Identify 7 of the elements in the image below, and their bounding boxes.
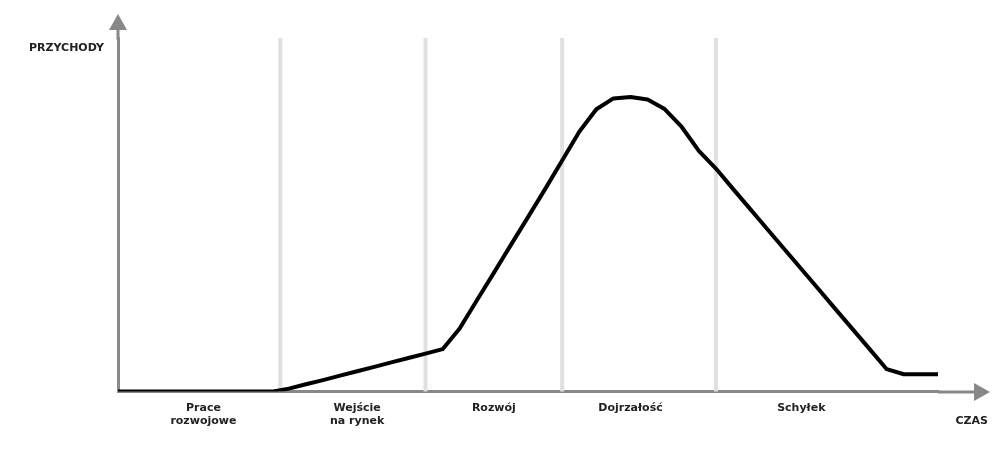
x-tick-label: Rozwój <box>471 401 516 415</box>
x-tick-label: Prace rozwojowe <box>170 401 237 428</box>
x-tick-label: Schyłek <box>777 401 827 415</box>
x-tick-label: Dojrzałość <box>598 401 664 415</box>
x-axis-title: CZAS <box>955 413 989 427</box>
x-tick-label: Wejście na rynek <box>330 401 385 428</box>
y-axis-title: PRZYCHODY <box>28 40 106 54</box>
